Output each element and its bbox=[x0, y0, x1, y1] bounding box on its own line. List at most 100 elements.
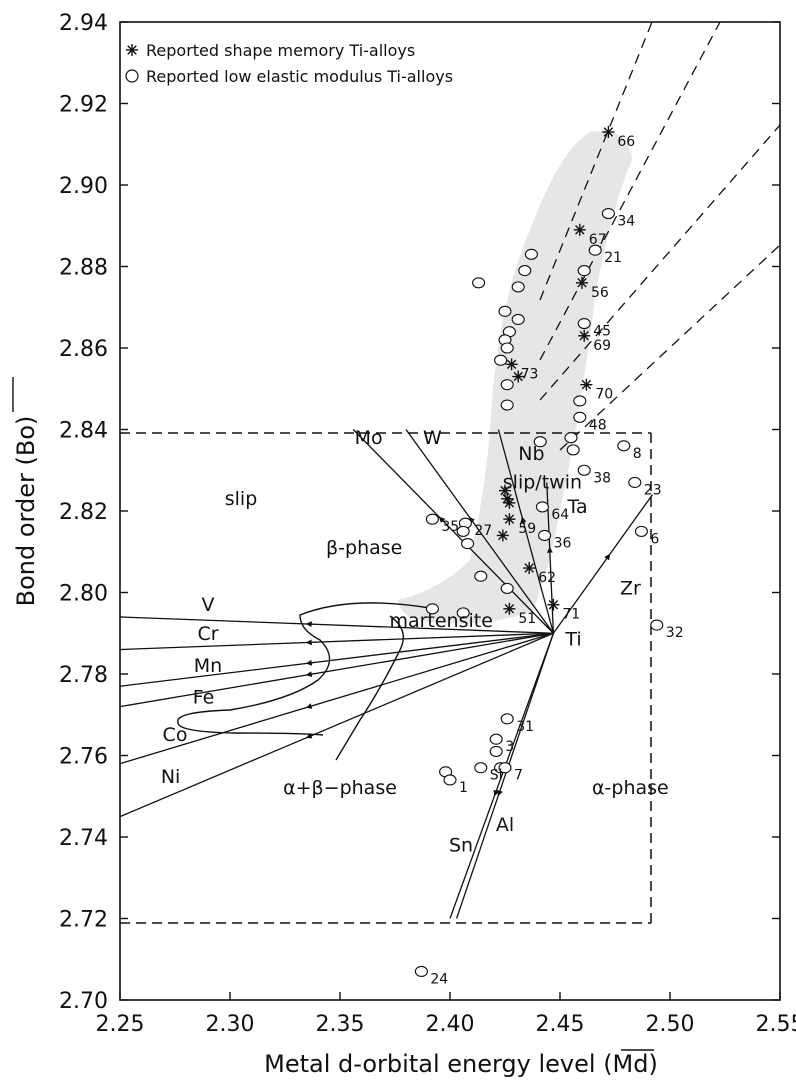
shape-memory-point bbox=[573, 223, 586, 236]
legend-label-shape-memory: Reported shape memory Ti-alloys bbox=[146, 41, 415, 60]
y-tick-label: 2.70 bbox=[59, 989, 108, 1014]
shape-memory-point-label: 59 bbox=[518, 521, 536, 537]
low-modulus-point-label: 27 bbox=[474, 523, 492, 539]
low-modulus-point bbox=[573, 395, 587, 407]
low-modulus-point bbox=[511, 313, 525, 326]
shape-memory-point-label: 71 bbox=[562, 607, 580, 623]
low-modulus-point bbox=[564, 432, 578, 444]
y-tick-label: 2.80 bbox=[59, 582, 108, 607]
vector-v bbox=[119, 616, 554, 634]
y-tick-label: 2.88 bbox=[59, 256, 108, 281]
low-modulus-point-label: 1 bbox=[459, 780, 468, 796]
low-modulus-point-label: 48 bbox=[589, 417, 607, 433]
element-label-nb: Nb bbox=[518, 443, 544, 465]
vector-mo bbox=[352, 429, 554, 634]
low-modulus-point-label: Si bbox=[490, 768, 503, 784]
element-label-ni: Ni bbox=[161, 766, 181, 788]
vector-cr bbox=[119, 632, 554, 651]
vector-co bbox=[119, 632, 554, 765]
element-vectors bbox=[119, 429, 653, 919]
element-label-al: Al bbox=[496, 814, 514, 836]
shape-memory-point-label: 66 bbox=[617, 134, 635, 150]
element-label-v: V bbox=[202, 594, 215, 616]
x-tick-label: 2.45 bbox=[536, 1012, 585, 1037]
low-modulus-point bbox=[500, 582, 514, 594]
low-modulus-point-label: 36 bbox=[554, 535, 572, 551]
vector-arrow-sn bbox=[493, 789, 500, 797]
low-modulus-point-label: 6 bbox=[650, 531, 659, 547]
low-modulus-point bbox=[538, 529, 552, 542]
low-modulus-point bbox=[425, 513, 439, 525]
region-label-phase: α+β−phase bbox=[283, 777, 397, 799]
y-tick-label: 2.74 bbox=[59, 826, 108, 851]
x-tick-label: 2.40 bbox=[426, 1012, 475, 1037]
low-modulus-point bbox=[577, 265, 591, 277]
shape-memory-point bbox=[503, 513, 516, 526]
low-modulus-point bbox=[425, 603, 439, 615]
shape-memory-point bbox=[578, 329, 591, 342]
element-label-fe: Fe bbox=[193, 687, 215, 709]
vector-arrow-zr bbox=[604, 553, 611, 561]
y-tick-label: 2.86 bbox=[59, 337, 108, 362]
shape-memory-point-label: 51 bbox=[518, 611, 536, 627]
low-modulus-point bbox=[414, 965, 428, 978]
low-modulus-point bbox=[533, 436, 547, 448]
low-modulus-point-label: 32 bbox=[666, 625, 684, 641]
shape-memory-point-label: 70 bbox=[595, 387, 613, 403]
vector-w bbox=[405, 429, 554, 634]
y-tick-label: 2.72 bbox=[59, 908, 108, 933]
vector-arrow-w bbox=[468, 516, 475, 524]
element-label-zr: Zr bbox=[620, 578, 641, 600]
shape-memory-point bbox=[505, 358, 518, 371]
low-modulus-point bbox=[443, 774, 457, 786]
region-label-martensite: martensite bbox=[389, 610, 492, 632]
low-modulus-point-label: 31 bbox=[516, 719, 534, 735]
y-tick-label: 2.78 bbox=[59, 663, 108, 688]
low-modulus-point bbox=[634, 525, 648, 537]
vector-sn bbox=[449, 633, 555, 919]
low-modulus-point bbox=[573, 411, 587, 423]
low-modulus-point bbox=[498, 305, 512, 317]
legend: Reported shape memory Ti-alloys Reported… bbox=[125, 41, 453, 86]
element-label-mo: Mo bbox=[355, 427, 383, 449]
axis-ticks: 2.25 2.30 2.35 2.40 2.45 2.50 2.55 2.70 2.72 2.74… bbox=[59, 11, 796, 1037]
low-modulus-point bbox=[500, 713, 514, 725]
region-label-slip: slip bbox=[225, 488, 258, 510]
low-modulus-point-label: 23 bbox=[644, 482, 662, 498]
region-label-phase: β-phase bbox=[326, 537, 402, 559]
vector-nb bbox=[497, 429, 555, 634]
low-modulus-point-label: 34 bbox=[617, 214, 635, 230]
element-label-w: W bbox=[423, 427, 442, 449]
low-modulus-point bbox=[474, 762, 488, 774]
origin-label: Ti bbox=[564, 628, 581, 650]
vector-arrow-fe bbox=[305, 671, 316, 678]
shape-memory-point bbox=[503, 602, 516, 615]
low-modulus-point-label: 35 bbox=[441, 519, 459, 535]
asterisk-icon bbox=[126, 44, 138, 56]
element-label-co: Co bbox=[163, 724, 188, 746]
data-markers bbox=[414, 126, 664, 978]
low-modulus-point-label: 64 bbox=[551, 507, 569, 523]
shape-memory-point bbox=[496, 529, 509, 542]
low-modulus-point bbox=[456, 607, 470, 619]
low-modulus-point bbox=[650, 619, 664, 631]
low-modulus-point bbox=[524, 248, 538, 260]
low-modulus-point bbox=[518, 265, 532, 277]
low-modulus-point bbox=[500, 342, 514, 354]
low-modulus-point bbox=[511, 281, 525, 293]
x-tick-label: 2.35 bbox=[316, 1012, 365, 1037]
shape-memory-point bbox=[523, 562, 536, 575]
low-modulus-point bbox=[588, 244, 602, 256]
x-tick-label: 2.55 bbox=[756, 1012, 796, 1037]
y-tick-label: 2.76 bbox=[59, 745, 108, 770]
low-modulus-point bbox=[489, 733, 503, 745]
x-tick-label: 2.25 bbox=[96, 1012, 145, 1037]
low-modulus-point-label: 38 bbox=[593, 470, 611, 486]
martensite-boundary bbox=[177, 602, 431, 736]
vector-arrow-co bbox=[305, 703, 316, 709]
plot-frame bbox=[119, 21, 781, 1001]
shape-memory-point-label: 67 bbox=[589, 232, 607, 248]
low-modulus-point bbox=[461, 538, 475, 550]
region-label-phase: α-phase bbox=[592, 777, 669, 799]
element-label-ta: Ta bbox=[567, 496, 588, 518]
